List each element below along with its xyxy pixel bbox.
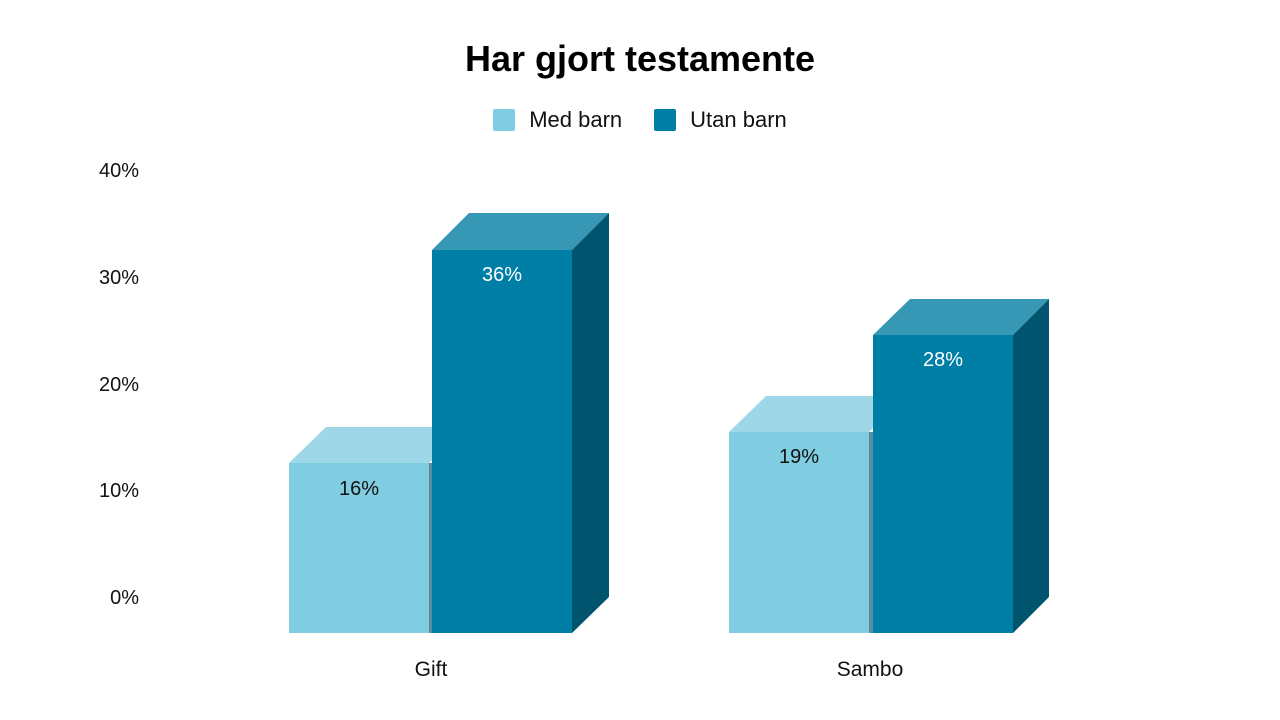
y-tick-10: 10% — [98, 480, 139, 502]
data-label-sambo-utan-barn: 28% — [922, 349, 964, 371]
legend-item-med-barn: Med barn — [493, 107, 622, 133]
x-label-sambo: Sambo — [836, 658, 904, 681]
y-tick-30: 30% — [98, 267, 139, 289]
legend-swatch-utan-barn — [654, 109, 677, 131]
bar-gift-med-barn — [289, 427, 466, 633]
data-label-gift-utan-barn: 36% — [481, 264, 523, 286]
legend-label: Utan barn — [690, 107, 787, 132]
bar-sambo-utan-barn — [873, 299, 1049, 633]
chart-title: Har gjort testamente — [464, 38, 816, 79]
y-tick-20: 20% — [98, 374, 139, 396]
legend-label: Med barn — [529, 107, 623, 132]
bar-gift-utan-barn — [432, 213, 609, 633]
y-tick-40: 40% — [98, 160, 139, 182]
legend-item-utan-barn: Utan barn — [654, 107, 787, 133]
x-label-gift: Gift — [414, 658, 448, 681]
y-tick-0: 0% — [110, 587, 139, 609]
bar-sambo-med-barn — [729, 396, 906, 633]
legend: Med barn Utan barn — [0, 107, 1280, 133]
legend-swatch-med-barn — [493, 109, 516, 131]
data-label-sambo-med-barn: 19% — [778, 446, 820, 468]
data-label-gift-med-barn: 16% — [338, 478, 380, 500]
